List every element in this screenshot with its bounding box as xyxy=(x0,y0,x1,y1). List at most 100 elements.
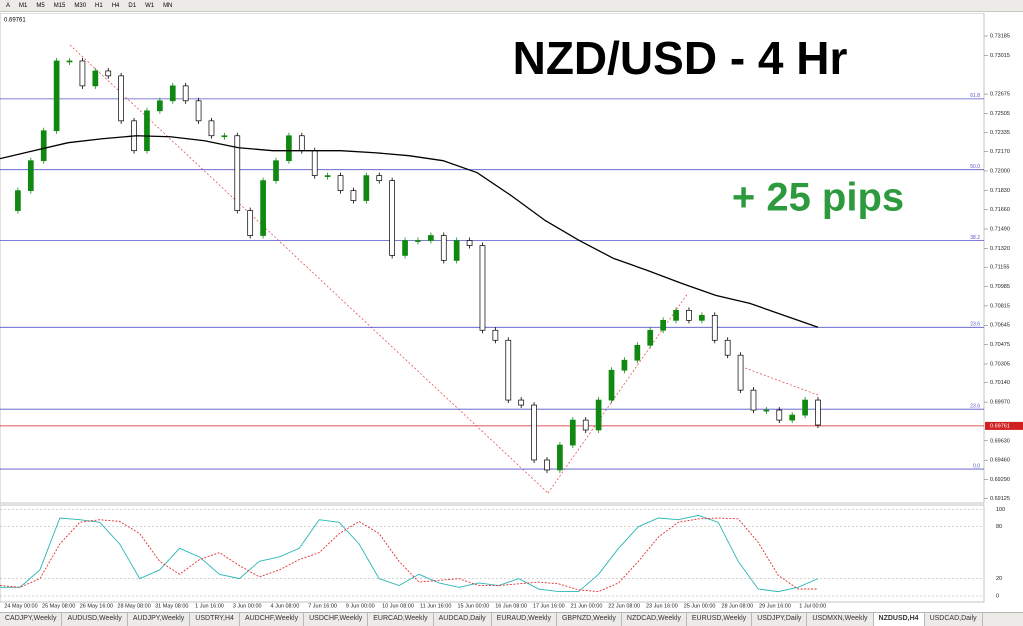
candle-body xyxy=(608,369,615,401)
y-tick-label: 0.72335 xyxy=(990,130,1010,136)
y-tick-label: 0.69970 xyxy=(990,400,1010,406)
timeframe[interactable]: M30 xyxy=(74,2,87,9)
timeframe[interactable]: A xyxy=(6,2,11,9)
timeframe[interactable]: H1 xyxy=(95,2,103,9)
timeframe[interactable]: H4 xyxy=(111,2,120,9)
x-tick-label: 29 Jun 16:00 xyxy=(759,603,791,609)
candle-body xyxy=(428,235,434,241)
fib-label: 61.8 xyxy=(970,93,980,99)
candle-body xyxy=(157,100,163,112)
candle-body xyxy=(92,70,99,87)
chart-title: NZD/USD - 4 Hr xyxy=(513,32,848,84)
candle-body xyxy=(776,409,783,421)
tab-bar: CADJPY,Weekly AUDUSD,Weekly AUDJPY,Weekly U… xyxy=(0,612,1023,626)
y-tick-label: 0.72000 xyxy=(990,168,1010,174)
candle-body xyxy=(53,60,60,132)
current-price-header: 0.69761 xyxy=(4,18,26,24)
candle-body xyxy=(595,399,602,431)
candle-body xyxy=(311,150,318,176)
fib-label: 38.2 xyxy=(970,235,980,241)
tab[interactable]: AUDCAD,Daily xyxy=(434,613,492,626)
timeframe[interactable]: W1 xyxy=(145,2,155,9)
candle-body xyxy=(544,459,550,471)
tab[interactable]: USDJPY,Daily xyxy=(752,613,808,626)
y-tick-label: 0.69460 xyxy=(990,458,1010,464)
candle-body xyxy=(286,135,292,162)
y-tick-label: 0.70140 xyxy=(990,380,1010,386)
main-pane xyxy=(0,13,985,504)
candle-body xyxy=(724,339,731,356)
y-tick-label: 0.71320 xyxy=(990,246,1010,252)
x-tick-label: 15 Jun 00:00 xyxy=(457,603,489,609)
candle-body xyxy=(440,235,447,261)
candle-body xyxy=(582,419,589,431)
x-tick-label: 28 Jun 08:00 xyxy=(721,603,753,609)
toolbar: A M1 M5 M15 M30 H1 H4 D1 W1 MN xyxy=(0,0,1023,12)
x-tick-label: 24 May 00:00 xyxy=(4,603,37,609)
x-tick-label: 4 Jun 08:00 xyxy=(271,603,300,609)
tab[interactable]: USDCHF,Weekly xyxy=(304,613,369,626)
x-tick-label: 25 May 08:00 xyxy=(42,603,75,609)
tab[interactable]: USDCAD,Daily xyxy=(925,613,983,626)
timeframe[interactable]: D1 xyxy=(128,2,137,9)
tab[interactable]: EURUSD,Weekly xyxy=(687,613,753,626)
candle-body xyxy=(531,404,537,461)
y-tick-label: 0.72675 xyxy=(990,92,1010,98)
x-tick-label: 9 Jun 00:00 xyxy=(346,603,375,609)
chart: 0.69761 NZD/USD - 4 Hr + 25 pips 0.73185… xyxy=(0,13,1023,609)
y-tick-label: 0.70305 xyxy=(990,361,1010,367)
tab[interactable]: CADJPY,Weekly xyxy=(0,613,63,626)
candle-body xyxy=(208,120,215,137)
tab[interactable]: AUDJPY,Weekly xyxy=(128,613,191,626)
x-tick-label: 16 Jun 08:00 xyxy=(495,603,527,609)
annotation: + 25 pips xyxy=(732,176,904,220)
timeframe[interactable]: MN xyxy=(163,2,173,9)
fib-label: 23.6 xyxy=(970,403,980,409)
y-tick-label: 0.71490 xyxy=(990,226,1010,232)
timeframe[interactable]: M5 xyxy=(36,2,45,9)
y-tick-label: 0.72170 xyxy=(990,149,1010,155)
current-price-label: 0.69761 xyxy=(990,423,1010,429)
y-tick-label: 0.70475 xyxy=(990,342,1010,348)
y-tick-label: 20 xyxy=(996,576,1002,582)
stochastic-line xyxy=(0,514,819,593)
x-tick-label: 28 May 08:00 xyxy=(117,603,150,609)
x-tick-label: 26 May 16:00 xyxy=(80,603,113,609)
fib-label: 23.6 xyxy=(970,322,980,328)
candle-body xyxy=(27,160,34,191)
candle-body xyxy=(621,359,628,371)
tab[interactable]: NZDCAD,Weekly xyxy=(622,613,687,626)
x-tick-label: 11 Jun 16:00 xyxy=(420,603,451,609)
y-tick-label: 0.71830 xyxy=(990,188,1010,194)
tab[interactable]: USDTRY,H4 xyxy=(190,613,240,626)
candle-body xyxy=(169,85,176,102)
fib-label: 50.0 xyxy=(970,164,980,170)
candle-body xyxy=(260,180,266,236)
candle-body xyxy=(557,444,563,471)
fib-label: 0.0 xyxy=(973,463,980,469)
tab[interactable]: EURCAD,Weekly xyxy=(368,613,434,626)
tab[interactable]: GBPNZD,Weekly xyxy=(557,613,622,626)
tab[interactable]: AUDCHF,Weekly xyxy=(240,613,305,626)
candle-body xyxy=(15,190,21,211)
candle-body xyxy=(195,100,202,122)
current-price-box xyxy=(985,421,1023,430)
timeframe[interactable]: M15 xyxy=(53,2,66,9)
timeframe[interactable]: M1 xyxy=(19,2,28,9)
candle-body xyxy=(673,309,679,321)
candle-body xyxy=(324,175,331,177)
tab[interactable]: AUDUSD,Weekly xyxy=(62,613,128,626)
candle-body xyxy=(402,240,408,256)
tab[interactable]: EURAUD,Weekly xyxy=(492,613,557,626)
tab[interactable]: NZDUSD,H4 xyxy=(873,613,925,626)
candle-body xyxy=(492,329,499,341)
y-tick-label: 0.72505 xyxy=(990,111,1010,117)
candle-body xyxy=(647,329,654,346)
candle-body xyxy=(802,399,808,416)
candle-body xyxy=(40,130,47,162)
tab[interactable]: USDMXN,Weekly xyxy=(807,613,874,626)
moving-average xyxy=(0,135,819,328)
y-tick-label: 0.70645 xyxy=(990,323,1010,329)
candle-body xyxy=(750,389,757,411)
x-tick-label: 7 Jun 16:00 xyxy=(308,603,337,609)
